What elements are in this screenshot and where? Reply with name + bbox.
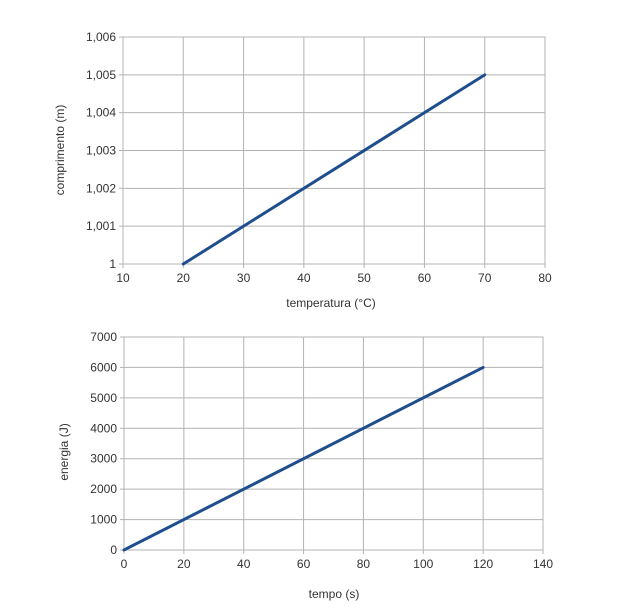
chart-1-x-tick-labels: 10 20 30 40 50 60 70 80	[116, 271, 552, 285]
chart-2-x-tick-label: 60	[297, 557, 311, 571]
chart-2-y-tick-label: 1000	[90, 513, 117, 527]
chart-length-vs-temperature: 10 20 30 40 50 60 70 80 1 1,001 1,002 1,003 1,004 1,…	[53, 30, 552, 310]
chart-2-y-tick-label: 4000	[90, 421, 117, 435]
chart-1-x-tick-label: 70	[478, 271, 492, 285]
chart-1-y-tick-label: 1,001	[86, 219, 116, 233]
chart-2-series-line	[122, 365, 485, 552]
chart-2-x-tick-label: 20	[177, 557, 191, 571]
chart-2-plot-frame	[123, 336, 544, 551]
chart-2-x-tick-label: 140	[533, 557, 553, 571]
chart-1-y-tick-labels: 1 1,001 1,002 1,003 1,004 1,005 1,006	[86, 30, 116, 271]
chart-1-x-tick-label: 10	[116, 271, 130, 285]
chart-2-y-tick-label: 7000	[90, 330, 117, 344]
chart-1-plot-frame	[122, 36, 546, 265]
chart-1-x-tick-label: 50	[357, 271, 371, 285]
chart-1-y-tick-label: 1,004	[86, 106, 116, 120]
chart-2-y-tick-label: 3000	[90, 452, 117, 466]
chart-2-x-tick-label: 40	[237, 557, 251, 571]
chart-2-y-tick-label: 2000	[90, 482, 117, 496]
chart-1-x-tick-label: 20	[177, 271, 191, 285]
chart-1-x-tick-label: 40	[297, 271, 311, 285]
chart-2-x-tick-label: 80	[357, 557, 371, 571]
chart-1-y-tick-label: 1	[109, 257, 116, 271]
chart-2-x-tick-label: 100	[413, 557, 433, 571]
chart-2-y-axis-label: energia (J)	[57, 423, 71, 480]
chart-2-y-tick-label: 6000	[90, 360, 117, 374]
chart-2-y-tick-labels: 0 1000 2000 3000 4000 5000 6000 7000	[90, 330, 117, 557]
chart-1-x-tick-label: 30	[237, 271, 251, 285]
chart-1-x-tick-label: 80	[538, 271, 552, 285]
chart-1-x-axis-label: temperatura (°C)	[286, 296, 376, 310]
chart-1-series-line	[181, 73, 487, 266]
chart-1-grid	[119, 36, 546, 268]
chart-1-series	[181, 73, 487, 266]
chart-2-x-tick-label: 120	[473, 557, 493, 571]
chart-1-y-axis-label: comprimento (m)	[53, 105, 67, 196]
chart-2-y-tick-label: 0	[110, 543, 117, 557]
chart-2-y-tick-label: 5000	[90, 391, 117, 405]
chart-2-x-tick-labels: 0 20 40 60 80 100 120 140	[121, 557, 554, 571]
chart-1-y-tick-label: 1,005	[86, 68, 116, 82]
chart-1-y-tick-label: 1,002	[86, 181, 116, 195]
chart-1-x-tick-label: 60	[418, 271, 432, 285]
chart-energy-vs-time: 0 20 40 60 80 100 120 140 0 1000 2000 3000 4000 5000…	[57, 330, 553, 601]
chart-1-y-tick-label: 1,006	[86, 30, 116, 44]
chart-2-x-axis-label: tempo (s)	[309, 587, 360, 601]
chart-2-x-tick-label: 0	[121, 557, 128, 571]
chart-1-y-tick-label: 1,003	[86, 144, 116, 158]
chart-2-series	[122, 365, 485, 552]
